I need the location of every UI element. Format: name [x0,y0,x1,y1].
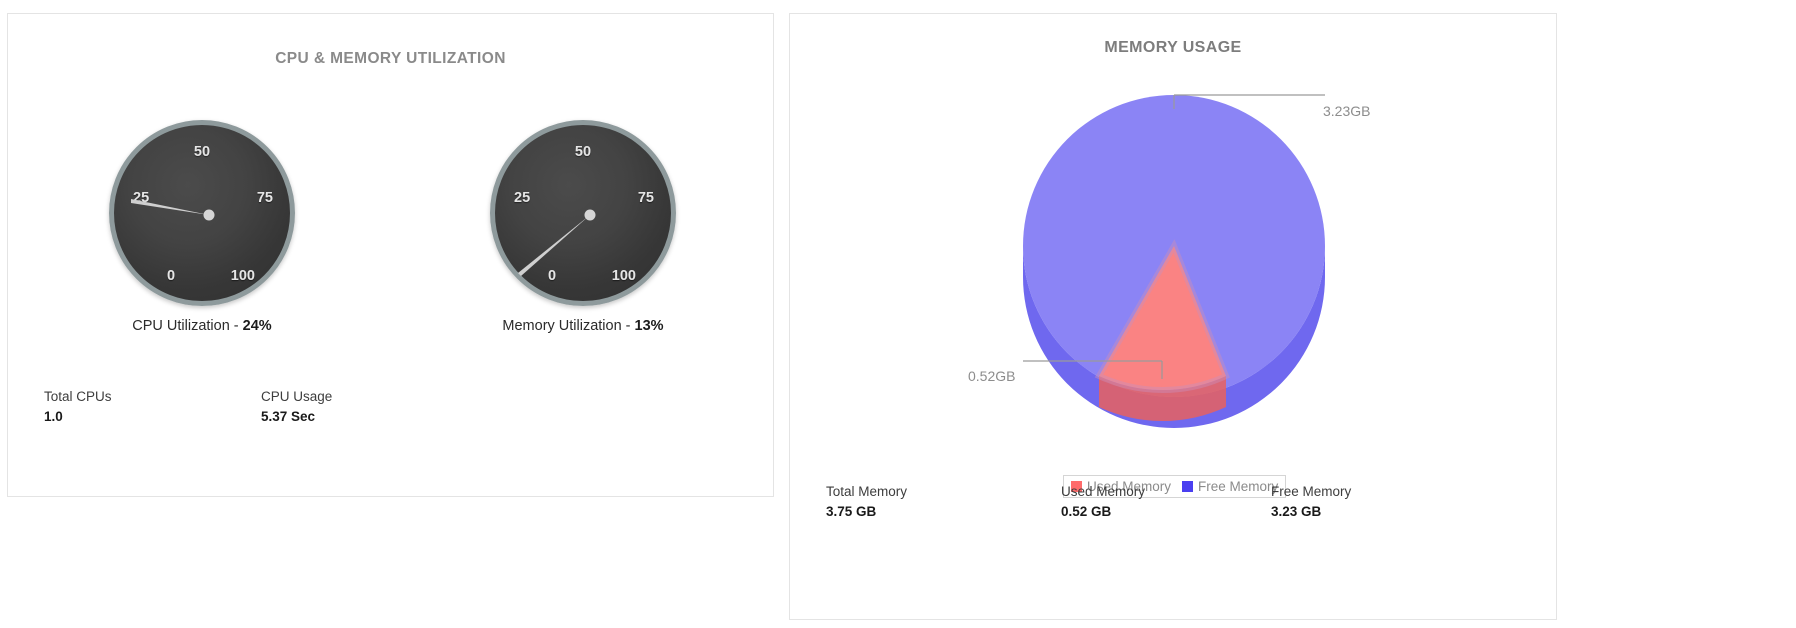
gauge-needle [518,209,596,276]
pie-slice-used-edge [1094,239,1230,393]
cpu-utilization-caption: CPU Utilization - 24% [42,318,362,334]
legend-swatch-used-memory [1071,481,1082,492]
stat-label: Total Memory [826,484,908,499]
memory-pie-chart: 3.23GB 0.52GB Used Memory Free Memory [790,64,1558,498]
stat-value: 3.75 GB [826,504,877,519]
stat-total-cpus: Total CPUs 1.0 [44,389,112,424]
pie-legend: Used Memory Free Memory [1063,475,1287,498]
gauge-face [109,120,295,306]
memory-utilization-gauge: 50 25 75 0 100 [490,120,676,306]
pie-side-free [1023,246,1325,428]
gauge-tick-100: 100 [230,268,255,284]
legend-item-used-memory[interactable]: Used Memory [1071,479,1171,494]
memory-caption-value: 13% [634,318,664,334]
cpu-memory-utilization-card: CPU & MEMORY UTILIZATION 50 25 75 0 100 … [7,13,774,497]
stat-value: 3.23 GB [1271,504,1322,519]
stat-label: CPU Usage [261,389,333,404]
stat-value: 5.37 Sec [261,409,316,424]
gauge-tick-25: 25 [514,190,531,206]
cpu-caption-value: 24% [242,318,272,334]
memory-caption-text: Memory Utilization - [502,318,635,334]
gauge-tick-100: 100 [611,268,636,284]
legend-swatch-free-memory [1182,481,1194,492]
stat-used-memory: Used Memory 0.52 GB [1061,484,1145,519]
pie-label-used-memory: 0.52GB [968,368,1016,384]
gauge-tick-75: 75 [256,190,273,206]
pie-slice-used [1099,246,1226,391]
legend-label: Used Memory [1087,479,1172,494]
gauge-tick-50: 50 [574,144,592,160]
stat-value: 0.52 GB [1061,504,1112,519]
gauge-tick-0: 0 [548,268,557,284]
pie-svg [1023,94,1325,428]
memory-utilization-caption: Memory Utilization - 13% [423,318,743,334]
memory-usage-card: MEMORY USAGE [789,13,1557,620]
gauge-tick-50: 50 [193,144,211,160]
legend-item-free-memory[interactable]: Free Memory [1182,479,1278,494]
pie-label-free-memory: 3.23GB [1323,103,1371,119]
stat-free-memory: Free Memory 3.23 GB [1271,484,1351,519]
memory-card-title: MEMORY USAGE [1104,39,1242,56]
stat-value: 1.0 [44,409,63,424]
stat-label: Used Memory [1061,484,1146,499]
cpu-caption-text: CPU Utilization - [132,318,243,334]
cpu-utilization-gauge: 50 25 75 0 100 [109,120,295,306]
stat-label: Free Memory [1271,484,1352,499]
pie-side-used [1099,376,1226,422]
gauge-tick-75: 75 [637,190,654,206]
stat-total-memory: Total Memory 3.75 GB [826,484,907,519]
legend-label: Free Memory [1198,479,1279,494]
gauge-needle [131,199,215,221]
cpu-card-title: CPU & MEMORY UTILIZATION [275,50,506,67]
stat-label: Total CPUs [44,389,112,404]
stat-cpu-usage: CPU Usage 5.37 Sec [261,389,332,424]
gauge-tick-0: 0 [167,268,176,284]
